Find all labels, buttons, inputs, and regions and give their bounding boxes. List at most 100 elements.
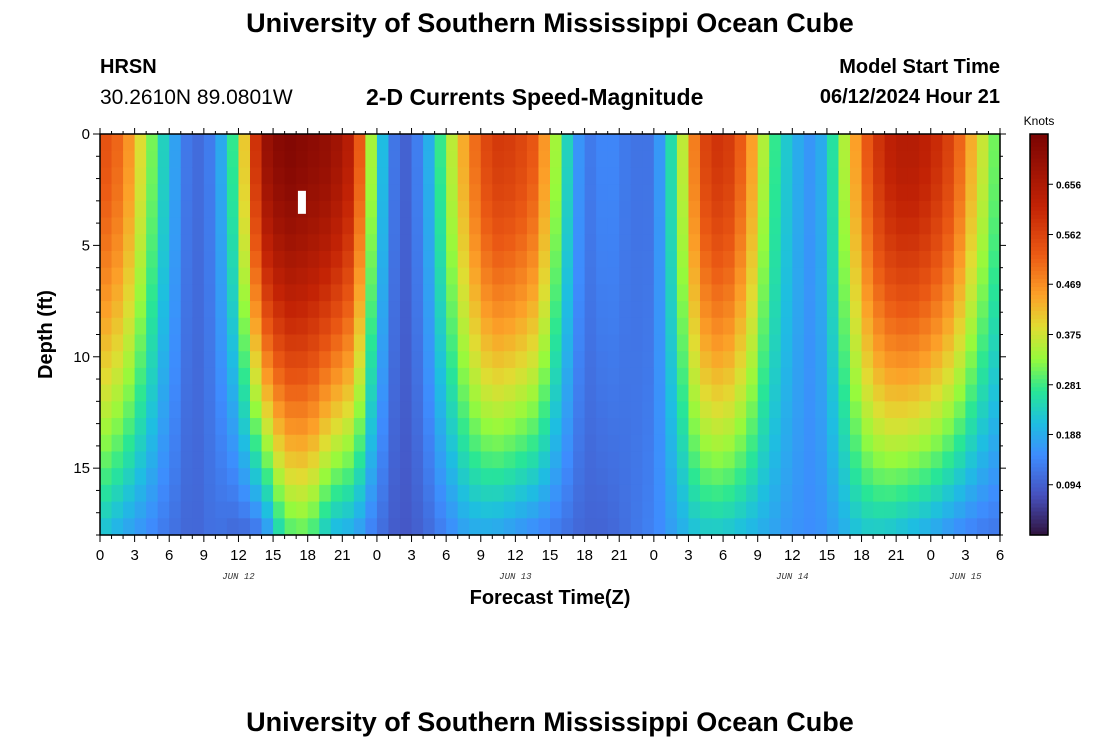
heatmap-cell <box>215 484 228 503</box>
colorbar-swatch <box>1030 210 1048 215</box>
x-tick-label: 9 <box>754 547 762 564</box>
heatmap-cell <box>365 501 378 519</box>
heatmap-cell <box>596 451 609 469</box>
heatmap-cell <box>573 134 586 152</box>
colorbar-swatch <box>1030 238 1048 243</box>
heatmap-cell <box>976 217 990 235</box>
heatmap-cell <box>226 250 240 269</box>
heatmap-cell <box>284 200 297 219</box>
heatmap-cell <box>573 418 586 436</box>
heatmap-cell <box>296 301 309 319</box>
heatmap-cell <box>688 484 701 503</box>
heatmap-cell <box>411 250 424 269</box>
colorbar-swatch <box>1030 410 1048 416</box>
heatmap-cell <box>861 384 874 402</box>
heatmap-cell <box>400 484 413 503</box>
heatmap-cell <box>826 501 840 519</box>
x-tick-label: 0 <box>373 547 381 564</box>
heatmap-cell <box>215 418 228 436</box>
x-tick-label: 12 <box>507 547 524 564</box>
heatmap-cell <box>630 200 643 219</box>
colorbar-swatch <box>1030 474 1048 480</box>
heatmap-cell <box>457 301 470 319</box>
heatmap-cell <box>457 134 470 152</box>
heatmap-cell <box>734 501 747 519</box>
heatmap-cell <box>296 234 309 252</box>
heatmap-cell <box>388 267 401 285</box>
heatmap-cell <box>192 351 205 369</box>
heatmap-cell <box>226 334 240 352</box>
heatmap-cell <box>896 501 909 519</box>
colorbar-swatch <box>1030 338 1048 344</box>
heatmap-cell <box>376 468 390 486</box>
heatmap-cell <box>469 250 482 269</box>
heatmap-cell <box>561 434 574 453</box>
heatmap-cell <box>296 167 309 185</box>
heatmap-cell <box>319 200 332 219</box>
heatmap-cell <box>457 401 470 419</box>
heatmap-cell <box>792 434 805 453</box>
heatmap-cell <box>411 351 424 369</box>
heatmap-cell <box>919 317 932 336</box>
heatmap-cell <box>192 184 205 202</box>
heatmap-cell <box>642 150 655 169</box>
heatmap-cell <box>111 334 124 352</box>
heatmap-cell <box>665 250 678 269</box>
heatmap-cell <box>434 250 447 269</box>
heatmap-cell <box>434 418 447 436</box>
heatmap-cell <box>711 434 724 453</box>
heatmap-cell <box>192 451 205 469</box>
heatmap-cell <box>907 134 920 152</box>
heatmap-cell <box>907 434 920 453</box>
heatmap-cell <box>203 317 216 336</box>
heatmap-cell <box>723 451 736 469</box>
heatmap-cell <box>653 484 666 503</box>
x-tick-label: 0 <box>650 547 658 564</box>
heatmap-cell <box>584 484 597 503</box>
heatmap-cell <box>134 200 147 219</box>
heatmap-cell <box>400 468 413 486</box>
heatmap-cell <box>423 134 436 152</box>
heatmap-cell <box>330 134 343 152</box>
heatmap-cell <box>953 468 966 486</box>
heatmap-cell <box>780 150 793 169</box>
heatmap-cell <box>769 250 782 269</box>
heatmap-cell <box>157 518 170 536</box>
heatmap-cell <box>942 284 955 302</box>
heatmap-cell <box>803 234 816 252</box>
heatmap-cell <box>307 418 320 436</box>
heatmap-cell <box>457 167 470 185</box>
heatmap-cell <box>884 150 897 169</box>
heatmap-cell <box>850 518 863 536</box>
heatmap-cell <box>953 250 966 269</box>
heatmap-cell <box>561 184 574 202</box>
heatmap-cell <box>596 250 609 269</box>
x-tick-label: 3 <box>961 547 969 564</box>
heatmap-cell <box>226 384 240 402</box>
heatmap-cell <box>480 217 493 235</box>
heatmap-cell <box>884 167 897 185</box>
heatmap-cell <box>803 267 816 285</box>
heatmap-cell <box>896 351 909 369</box>
heatmap-cell <box>550 367 563 386</box>
heatmap-cell <box>584 468 597 486</box>
heatmap-cell <box>526 200 540 219</box>
heatmap-cell <box>469 351 482 369</box>
heatmap-cell <box>388 451 401 469</box>
heatmap-cell <box>561 250 574 269</box>
heatmap-cell <box>676 484 690 503</box>
heatmap-cell <box>642 184 655 202</box>
heatmap-cell <box>457 501 470 519</box>
heatmap-cell <box>296 134 309 152</box>
heatmap-cell <box>676 401 690 419</box>
heatmap-cell <box>273 434 286 453</box>
heatmap-cell <box>180 267 193 285</box>
heatmap-cell <box>988 267 1001 285</box>
heatmap-cell <box>942 301 955 319</box>
heatmap-cell <box>226 167 240 185</box>
heatmap-cell <box>746 451 759 469</box>
heatmap-cell <box>250 451 263 469</box>
heatmap-cell <box>411 301 424 319</box>
heatmap-cell <box>884 518 897 536</box>
heatmap-cell <box>192 150 205 169</box>
